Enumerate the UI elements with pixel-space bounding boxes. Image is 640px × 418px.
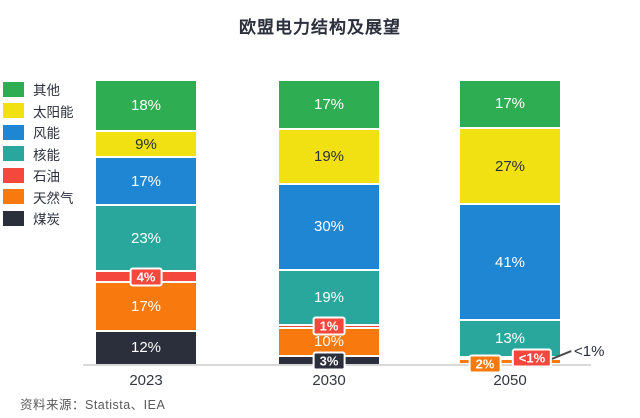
bar-segment-煤炭: 3%: [278, 351, 380, 371]
segment-label: 13%: [494, 329, 526, 347]
legend-swatch-icon: [3, 81, 24, 97]
legend: 其他太阳能风能核能石油天然气煤炭: [3, 81, 74, 232]
segment-label: 41%: [494, 253, 526, 271]
segment-label: 17%: [130, 298, 162, 316]
segment-label: 12%: [130, 339, 162, 357]
bar-segment-风能: 17%: [95, 156, 197, 206]
bar-segment-其他: 17%: [459, 80, 561, 128]
stacked-bar-2050: 17% 27% 41% 13% <1% 2%: [459, 80, 561, 374]
bar-segment-其他: 18%: [95, 80, 197, 132]
chart-title: 欧盟电力结构及展望: [239, 18, 401, 37]
segment-label-box: <1%: [511, 348, 553, 368]
legend-label: 石油: [33, 169, 60, 184]
legend-label: 煤炭: [33, 212, 60, 227]
stacked-bar-2030: 17% 19% 30% 19% 1% 10% 3%: [278, 80, 380, 371]
x-axis-label: 2050: [493, 372, 527, 389]
bar-segment-煤炭: 12%: [95, 330, 197, 365]
source-note: 资料来源：Statista、IEA: [20, 398, 166, 412]
legend-label: 风能: [33, 126, 60, 141]
bar-segment-天然气: 17%: [95, 282, 197, 331]
bar-segment-石油: <1%: [459, 348, 561, 368]
legend-label: 核能: [33, 147, 60, 163]
legend-swatch-icon: [3, 189, 24, 204]
segment-label: 9%: [135, 135, 157, 153]
legend-swatch-icon: [3, 103, 24, 118]
legend-item: 煤炭: [3, 210, 74, 227]
bar-segment-风能: 41%: [459, 204, 561, 320]
segment-label: 30%: [313, 218, 345, 236]
bar-segment-太阳能: 9%: [95, 131, 197, 157]
bar-segment-石油: 4%: [95, 267, 197, 287]
legend-swatch-icon: [3, 124, 24, 140]
segment-label-box: 1%: [312, 316, 346, 336]
x-axis-label: 2023: [129, 372, 163, 389]
legend-label: 其他: [33, 83, 60, 98]
bar-segment-太阳能: 19%: [278, 128, 380, 184]
segment-label: 27%: [494, 157, 526, 175]
legend-item: 石油: [3, 167, 74, 184]
legend-item: 核能: [3, 146, 74, 163]
legend-swatch-icon: [3, 210, 24, 226]
segment-label: 18%: [130, 97, 162, 115]
segment-label: 19%: [313, 288, 345, 306]
legend-label: 太阳能: [33, 104, 74, 120]
bar-segment-核能: 23%: [95, 205, 197, 271]
legend-swatch-icon: [3, 146, 24, 161]
legend-item: 风能: [3, 124, 74, 141]
stacked-bar-2023: 18% 9% 17% 23% 4% 17% 12%: [95, 80, 197, 365]
legend-item: 其他: [3, 81, 74, 98]
segment-label: 17%: [130, 172, 162, 190]
x-axis-label: 2030: [312, 372, 346, 389]
coal-2050-outside-label: <1%: [574, 343, 605, 360]
segment-label: 19%: [313, 147, 345, 165]
segment-label: 10%: [313, 333, 345, 351]
legend-swatch-icon: [3, 167, 24, 183]
bar-segment-其他: 17%: [278, 80, 380, 129]
bar-segment-石油: 1%: [278, 316, 380, 336]
legend-label: 天然气: [33, 190, 74, 206]
bar-segment-太阳能: 27%: [459, 127, 561, 205]
bar-segment-天然气: 2%: [459, 354, 561, 374]
segment-label-box: 3%: [312, 351, 346, 371]
legend-item: 天然气: [3, 189, 74, 206]
segment-label: 23%: [130, 229, 162, 247]
legend-item: 太阳能: [3, 103, 74, 120]
segment-label-box: 2%: [468, 354, 502, 374]
bar-segment-风能: 30%: [278, 183, 380, 270]
segment-label: 17%: [494, 95, 526, 113]
segment-label: 17%: [313, 95, 345, 113]
segment-label-box: 4%: [129, 267, 163, 287]
